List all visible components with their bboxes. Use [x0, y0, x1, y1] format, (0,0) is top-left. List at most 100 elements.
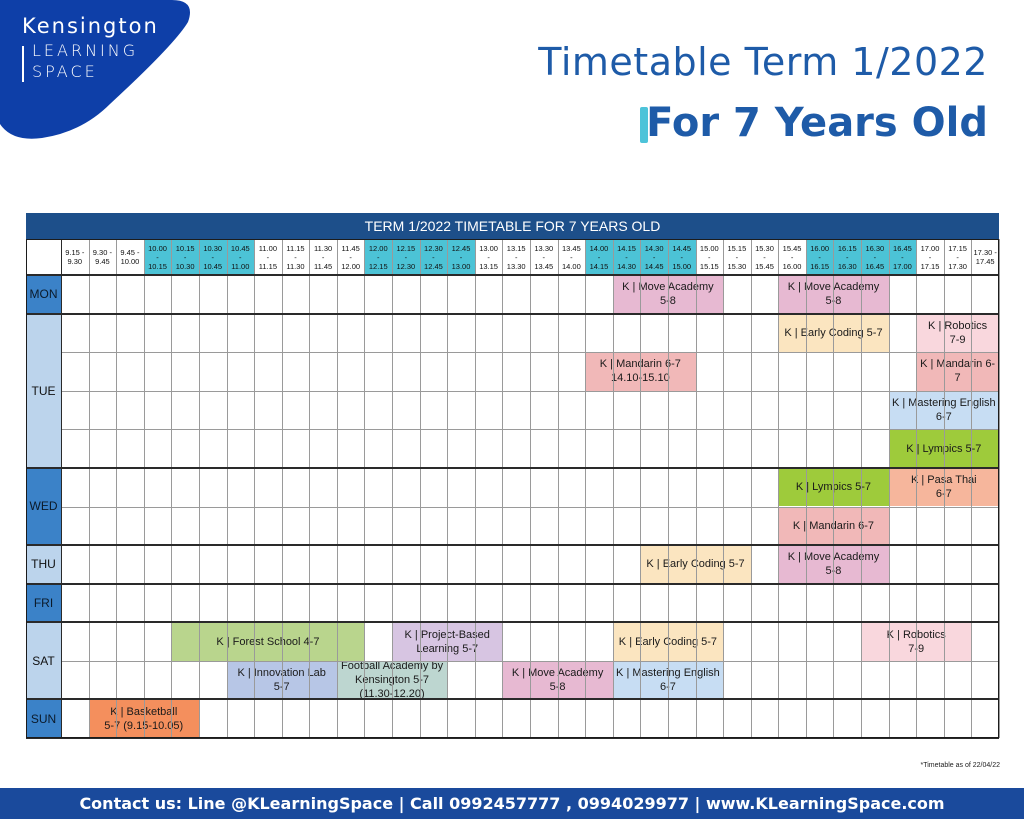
time-slot-text: 10.45: [203, 261, 223, 271]
class-block[interactable]: K | Forest School 4-7: [171, 622, 365, 661]
time-slot-header: 15.00-15.15: [696, 239, 724, 275]
class-block[interactable]: K | Project-Based Learning 5-7: [392, 622, 503, 661]
time-slot-header: 15.30-15.45: [751, 239, 779, 275]
class-block[interactable]: K | Early Coding 5-7: [612, 622, 724, 661]
grid-column-line: [888, 239, 890, 738]
time-slot-text: -: [459, 252, 463, 262]
time-slot-text: -: [211, 252, 214, 262]
time-slot-header: 11.30-11.45: [309, 239, 337, 275]
time-slot-text: 11.30: [313, 243, 333, 253]
class-block[interactable]: K | Move Academy 5-8: [612, 275, 724, 314]
time-slot-text: -: [432, 252, 435, 262]
class-block[interactable]: K | Lympics 5-7: [778, 467, 889, 507]
time-slot-text: -: [239, 252, 242, 262]
time-slot-text: 10.00: [120, 257, 140, 266]
time-slot-text: 14.15: [589, 261, 609, 271]
logo-line-2: LEARNING: [32, 41, 139, 60]
time-slot-header: 17.00-17.15: [916, 239, 944, 275]
class-block[interactable]: K | Mastering English 6-7: [612, 660, 724, 700]
time-slot-text: -: [680, 252, 683, 262]
grid-column-line: [447, 239, 449, 738]
time-slot-text: 13.00: [479, 243, 498, 253]
grid-row-line: [61, 660, 999, 662]
logo-line-1: Kensington: [22, 14, 159, 38]
time-slot-text: 14.15: [617, 243, 636, 253]
time-slot-text: 17.00: [893, 261, 912, 271]
time-slot-text: 11.30: [286, 261, 305, 271]
time-slot-text: 16.45: [865, 261, 885, 271]
time-slot-header: 15.15-15.30: [723, 239, 751, 275]
time-slot-header: 9.15 -9.30: [61, 239, 89, 275]
time-slot-text: 11.00: [231, 261, 250, 271]
grid-column-line: [805, 239, 807, 738]
grid-column-line: [364, 239, 366, 738]
class-block[interactable]: K | Move Academy 5-8: [778, 545, 889, 584]
time-slot-text: 10.30: [175, 261, 195, 271]
time-slot-text: 15.30: [755, 243, 774, 253]
time-slot-header: 16.30-16.45: [861, 239, 889, 275]
grid-column-line: [419, 239, 421, 738]
time-slot-header: 9.45 -10.00: [116, 239, 144, 275]
time-slot-text: 12.00: [341, 261, 361, 271]
time-slot-text: 12.45: [424, 261, 443, 271]
time-slot-text: 15.00: [672, 261, 692, 271]
time-slot-header: 16.00-16.15: [805, 239, 834, 275]
time-slot-header: 12.00-12.15: [364, 239, 393, 275]
time-slot-text: 16.45: [893, 243, 912, 253]
time-slot-text: 11.45: [341, 243, 360, 253]
grid-column-line: [116, 239, 118, 738]
time-slot-text: 10.45: [230, 243, 250, 253]
grid-column-line: [281, 239, 283, 738]
grid-column-line: [778, 239, 780, 738]
logo[interactable]: Kensington LEARNING SPACE: [22, 14, 159, 82]
time-slot-text: 9.30: [67, 257, 83, 266]
class-block[interactable]: K | Early Coding 5-7: [778, 313, 889, 353]
time-slot-text: 14.30: [617, 261, 636, 271]
timetable-grid: 9.15 -9.30 9.30 -9.45 9.45 -10.00 10.00-10.…: [26, 239, 1000, 739]
time-slot-header: 17.15-17.30: [944, 239, 972, 275]
day-label-wed: WED: [26, 467, 61, 546]
class-block[interactable]: K | Mandarin 6-7: [916, 352, 999, 391]
time-slot-text: 10.15: [148, 261, 167, 271]
grid-column-line: [999, 239, 1000, 738]
grid-column-line: [750, 239, 752, 738]
class-block[interactable]: K | Innovation Lab 5-7: [226, 660, 337, 700]
time-slot-text: 13.30: [506, 261, 526, 271]
grid-column-line: [502, 239, 504, 738]
class-block[interactable]: K | Robotics 7-9: [861, 622, 972, 661]
time-slot-text: 13.15: [479, 261, 498, 271]
grid-column-line: [198, 239, 200, 738]
grid-column-line: [861, 239, 863, 738]
time-slot-header: 11.15-11.30: [282, 239, 310, 275]
time-slot-text: 10.15: [175, 243, 195, 253]
time-slot-text: 16.00: [782, 261, 802, 271]
class-block[interactable]: K | Robotics 7-9: [916, 313, 999, 353]
grid-row-line: [61, 352, 999, 354]
time-slot-header: 11.00-11.15: [254, 239, 282, 275]
class-block[interactable]: K | Move Academy 5-8: [778, 275, 889, 314]
time-slot-header: 17.30 -17.45: [971, 239, 999, 275]
time-slot-text: -: [321, 252, 325, 262]
time-slot-header: 16.45-17.00: [888, 239, 917, 275]
time-slot-text: -: [377, 252, 380, 262]
grid-column-line: [612, 239, 614, 738]
time-slot-text: 12.45: [451, 243, 471, 253]
class-block[interactable]: K | Mandarin 6-7: [778, 506, 889, 546]
grid-column-line: [585, 239, 587, 738]
time-slot-text: 11.15: [258, 261, 277, 271]
time-slot-text: -: [183, 252, 187, 262]
time-slot-text: 13.30: [534, 243, 554, 253]
time-slot-header: 13.45-14.00: [558, 239, 586, 275]
time-slot-text: 11.00: [258, 243, 277, 253]
time-slot-text: -: [294, 252, 297, 262]
time-slot-text: 12.00: [368, 243, 388, 253]
time-slot-header: 14.30-14.45: [640, 239, 668, 275]
grid-column-line: [226, 239, 228, 738]
time-slot-header: 12.45-13.00: [447, 239, 475, 275]
time-slot-text: 17.30: [948, 261, 967, 271]
timetable-header: TERM 1/2022 TIMETABLE FOR 7 YEARS OLD: [26, 213, 999, 239]
time-slot-text: -: [708, 252, 711, 262]
contact-footer[interactable]: Contact us: Line @KLearningSpace | Call …: [0, 788, 1024, 819]
time-slot-text: 12.15: [396, 243, 416, 253]
time-slot-text: -: [763, 252, 766, 262]
